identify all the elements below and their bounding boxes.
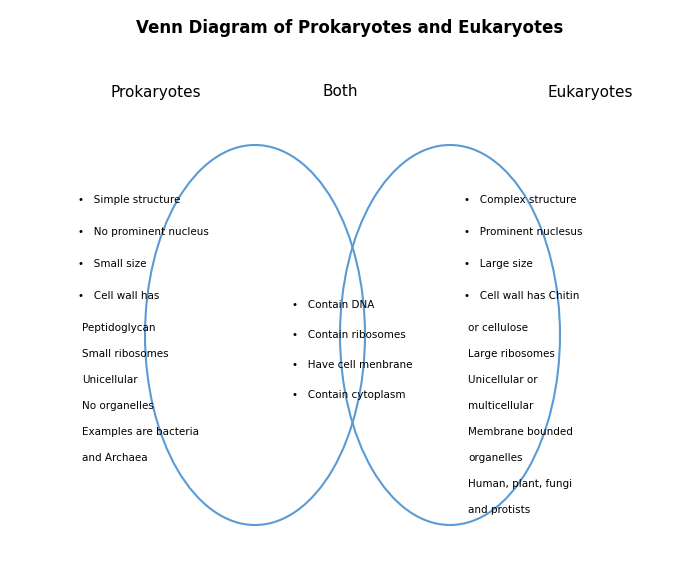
Text: •   No prominent nucleus: • No prominent nucleus	[78, 227, 209, 237]
Text: Both: Both	[322, 85, 358, 100]
Text: •   Have cell menbrane: • Have cell menbrane	[292, 360, 412, 370]
Text: Unicellular: Unicellular	[82, 375, 138, 385]
Text: •   Large size: • Large size	[464, 259, 533, 269]
Text: and Archaea: and Archaea	[82, 453, 148, 463]
Text: •   Cell wall has Chitin: • Cell wall has Chitin	[464, 291, 580, 301]
Text: Human, plant, fungi: Human, plant, fungi	[468, 479, 572, 489]
Text: organelles: organelles	[468, 453, 522, 463]
Text: Prokaryotes: Prokaryotes	[110, 85, 201, 100]
Text: Examples are bacteria: Examples are bacteria	[82, 427, 199, 437]
Text: Unicellular or: Unicellular or	[468, 375, 538, 385]
Text: Eukaryotes: Eukaryotes	[547, 85, 633, 100]
Text: •   Small size: • Small size	[78, 259, 146, 269]
Text: •   Simple structure: • Simple structure	[78, 195, 181, 205]
Text: and protists: and protists	[468, 505, 531, 515]
Text: •   Contain ribosomes: • Contain ribosomes	[292, 330, 406, 340]
Text: or cellulose: or cellulose	[468, 323, 528, 333]
Text: Small ribosomes: Small ribosomes	[82, 349, 169, 359]
Text: Peptidoglycan: Peptidoglycan	[82, 323, 155, 333]
Text: multicellular: multicellular	[468, 401, 533, 411]
Text: No organelles: No organelles	[82, 401, 154, 411]
Text: Venn Diagram of Prokaryotes and Eukaryotes: Venn Diagram of Prokaryotes and Eukaryot…	[136, 19, 564, 37]
Text: •   Cell wall has: • Cell wall has	[78, 291, 160, 301]
Text: •   Prominent nuclesus: • Prominent nuclesus	[464, 227, 582, 237]
Text: Large ribosomes: Large ribosomes	[468, 349, 555, 359]
Text: •   Contain DNA: • Contain DNA	[292, 300, 374, 310]
Text: •   Contain cytoplasm: • Contain cytoplasm	[292, 390, 405, 400]
Text: •   Complex structure: • Complex structure	[464, 195, 577, 205]
Text: Membrane bounded: Membrane bounded	[468, 427, 573, 437]
